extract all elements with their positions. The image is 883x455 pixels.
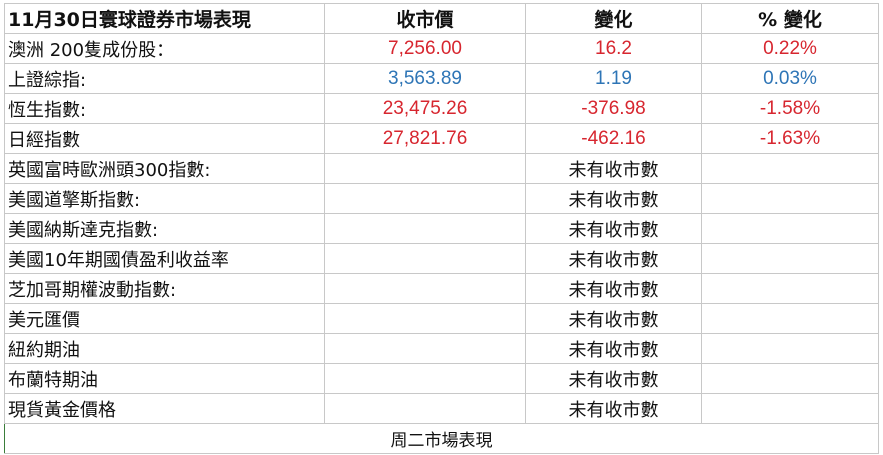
close-value[interactable]: 3,563.89	[324, 63, 526, 94]
close-value[interactable]: 23,475.26	[324, 93, 526, 124]
index-name[interactable]: 芝加哥期權波動指數:	[4, 273, 325, 304]
index-name[interactable]: 英國富時歐洲頭300指數:	[4, 153, 325, 184]
empty-cell[interactable]	[701, 333, 879, 364]
empty-cell[interactable]	[701, 213, 879, 244]
status-cell[interactable]: 未有收市數	[525, 213, 702, 244]
footer-caption[interactable]: 周二市場表現	[4, 423, 879, 454]
index-name[interactable]: 布蘭特期油	[4, 363, 325, 394]
table-row: 美國10年期國債盈利收益率 未有收市數	[4, 243, 879, 274]
table-row: 澳洲 200隻成份股： 7,256.00 16.2 0.22%	[4, 33, 879, 64]
close-value[interactable]: 7,256.00	[324, 33, 526, 64]
empty-cell[interactable]	[701, 303, 879, 334]
empty-cell[interactable]	[701, 183, 879, 214]
index-name[interactable]: 美元匯價	[4, 303, 325, 334]
index-name[interactable]: 紐約期油	[4, 333, 325, 364]
pct-change-value[interactable]: 0.22%	[701, 33, 879, 64]
empty-cell[interactable]	[324, 393, 526, 424]
status-cell[interactable]: 未有收市數	[525, 183, 702, 214]
index-name[interactable]: 澳洲 200隻成份股：	[4, 33, 325, 64]
table-row: 上證綜指: 3,563.89 1.19 0.03%	[4, 63, 879, 94]
table-row: 現貨黃金價格 未有收市數	[4, 393, 879, 424]
table-row: 美國道擎斯指數: 未有收市數	[4, 183, 879, 214]
index-name[interactable]: 現貨黃金價格	[4, 393, 325, 424]
empty-cell[interactable]	[324, 213, 526, 244]
table-row: 英國富時歐洲頭300指數: 未有收市數	[4, 153, 879, 184]
change-value[interactable]: 16.2	[525, 33, 702, 64]
status-cell[interactable]: 未有收市數	[525, 273, 702, 304]
empty-cell[interactable]	[701, 243, 879, 274]
status-cell[interactable]: 未有收市數	[525, 303, 702, 334]
empty-cell[interactable]	[701, 393, 879, 424]
change-value[interactable]: 1.19	[525, 63, 702, 94]
header-change[interactable]: 變化	[525, 3, 702, 34]
market-table: 11月30日寰球證券市場表現 收市價 變化 % 變化 澳洲 200隻成份股： 7…	[4, 3, 879, 454]
table-title[interactable]: 11月30日寰球證券市場表現	[4, 3, 325, 34]
empty-cell[interactable]	[324, 363, 526, 394]
status-cell[interactable]: 未有收市數	[525, 363, 702, 394]
index-name[interactable]: 恆生指數:	[4, 93, 325, 124]
empty-cell[interactable]	[324, 303, 526, 334]
table-row: 美國納斯達克指數: 未有收市數	[4, 213, 879, 244]
table-row: 日經指數 27,821.76 -462.16 -1.63%	[4, 123, 879, 154]
header-row: 11月30日寰球證券市場表現 收市價 變化 % 變化	[4, 3, 879, 34]
status-cell[interactable]: 未有收市數	[525, 243, 702, 274]
pct-change-value[interactable]: -1.63%	[701, 123, 879, 154]
empty-cell[interactable]	[701, 363, 879, 394]
empty-cell[interactable]	[701, 273, 879, 304]
table-row: 布蘭特期油 未有收市數	[4, 363, 879, 394]
table-row: 美元匯價 未有收市數	[4, 303, 879, 334]
status-cell[interactable]: 未有收市數	[525, 153, 702, 184]
footer-row: 周二市場表現	[4, 423, 879, 454]
empty-cell[interactable]	[324, 273, 526, 304]
index-name[interactable]: 美國道擎斯指數:	[4, 183, 325, 214]
empty-cell[interactable]	[701, 153, 879, 184]
pct-change-value[interactable]: -1.58%	[701, 93, 879, 124]
table-row: 紐約期油 未有收市數	[4, 333, 879, 364]
index-name[interactable]: 美國10年期國債盈利收益率	[4, 243, 325, 274]
status-cell[interactable]: 未有收市數	[525, 333, 702, 364]
empty-cell[interactable]	[324, 333, 526, 364]
change-value[interactable]: -462.16	[525, 123, 702, 154]
empty-cell[interactable]	[324, 153, 526, 184]
empty-cell[interactable]	[324, 183, 526, 214]
index-name[interactable]: 日經指數	[4, 123, 325, 154]
header-pct-change[interactable]: % 變化	[701, 3, 879, 34]
table-row: 芝加哥期權波動指數: 未有收市數	[4, 273, 879, 304]
close-value[interactable]: 27,821.76	[324, 123, 526, 154]
index-name[interactable]: 美國納斯達克指數:	[4, 213, 325, 244]
status-cell[interactable]: 未有收市數	[525, 393, 702, 424]
index-name[interactable]: 上證綜指:	[4, 63, 325, 94]
change-value[interactable]: -376.98	[525, 93, 702, 124]
table-row: 恆生指數: 23,475.26 -376.98 -1.58%	[4, 93, 879, 124]
pct-change-value[interactable]: 0.03%	[701, 63, 879, 94]
empty-cell[interactable]	[324, 243, 526, 274]
header-close[interactable]: 收市價	[324, 3, 526, 34]
